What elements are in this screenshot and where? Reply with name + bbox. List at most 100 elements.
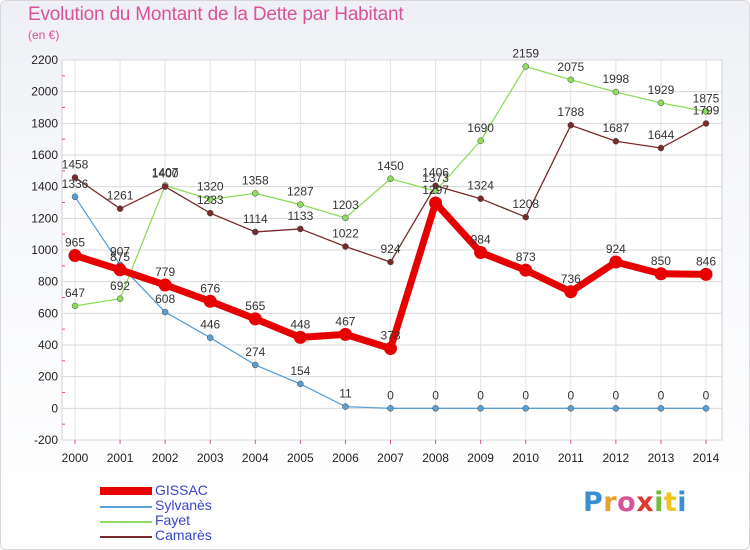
data-point xyxy=(564,285,578,299)
data-point xyxy=(387,405,394,412)
data-point xyxy=(477,137,484,144)
logo-letter: t xyxy=(663,487,678,518)
data-point xyxy=(71,302,79,310)
data-label: 984 xyxy=(471,233,491,247)
data-point xyxy=(206,209,214,217)
data-point xyxy=(297,380,304,388)
data-point xyxy=(68,249,82,263)
data-point xyxy=(342,214,349,222)
y-tick-label: 600 xyxy=(38,306,58,320)
data-point xyxy=(657,144,665,152)
data-label: 0 xyxy=(522,388,529,402)
data-point xyxy=(252,190,259,197)
data-point xyxy=(522,213,529,221)
data-label: 1998 xyxy=(603,72,630,86)
legend-label: Camarès xyxy=(155,527,212,543)
data-label: 1406 xyxy=(422,166,449,180)
data-point xyxy=(702,405,710,412)
data-label: 1407 xyxy=(152,166,179,180)
data-point xyxy=(71,174,79,181)
data-label: 0 xyxy=(658,388,665,402)
data-point xyxy=(342,243,349,250)
y-tick-label: 2200 xyxy=(31,53,58,67)
grid xyxy=(61,59,723,441)
data-label: 1336 xyxy=(62,177,89,191)
proxiti-logo: Proxiti xyxy=(583,487,687,518)
data-point xyxy=(161,308,169,316)
data-point xyxy=(429,196,443,210)
data-point xyxy=(384,341,397,355)
series xyxy=(68,63,713,412)
data-point xyxy=(612,137,620,145)
data-point xyxy=(657,99,665,107)
data-label: 467 xyxy=(335,314,355,328)
data-label: 1324 xyxy=(467,179,494,193)
legend-swatch xyxy=(100,536,152,538)
data-point xyxy=(203,294,217,308)
legend-swatch xyxy=(100,521,152,523)
data-point xyxy=(297,225,304,233)
logo-letter: P xyxy=(583,487,604,518)
axes: -200020040060080010001200140016001800200… xyxy=(31,53,719,465)
data-point xyxy=(387,258,394,266)
data-point xyxy=(338,327,352,341)
data-point xyxy=(342,403,349,410)
data-label: 1261 xyxy=(107,189,134,203)
data-point xyxy=(612,405,620,412)
data-point xyxy=(248,312,262,326)
logo-letter: i xyxy=(677,487,688,518)
data-point xyxy=(158,278,172,292)
data-label: 11 xyxy=(339,387,352,401)
data-label: 2075 xyxy=(557,60,584,74)
logo-letter: x xyxy=(636,487,655,518)
data-point xyxy=(113,263,127,277)
data-point xyxy=(293,330,307,344)
data-label: 608 xyxy=(155,292,175,306)
data-label: 565 xyxy=(245,299,265,313)
y-tick-label: 2000 xyxy=(31,85,58,99)
data-label: 446 xyxy=(200,318,220,332)
y-tick-label: 1800 xyxy=(31,116,58,130)
data-label: 1400 xyxy=(152,167,179,181)
data-labels: 647 692 1407 1320 1358 1287 1203 1450 1373 1690 21… xyxy=(62,46,720,402)
data-point xyxy=(699,267,713,281)
x-tick-label: 2003 xyxy=(197,451,224,465)
x-tick-label: 2012 xyxy=(603,451,630,465)
data-point xyxy=(252,361,259,369)
data-point xyxy=(702,120,710,127)
data-label: 1450 xyxy=(377,159,404,173)
y-tick-label: -200 xyxy=(34,433,58,447)
data-label: 647 xyxy=(65,286,85,300)
data-label: 0 xyxy=(703,388,710,402)
data-point xyxy=(387,175,394,182)
data-point xyxy=(477,405,484,412)
x-tick-label: 2007 xyxy=(377,451,404,465)
y-tick-label: 400 xyxy=(38,338,58,352)
x-tick-label: 2006 xyxy=(332,451,359,465)
legend-label: Fayet xyxy=(155,512,191,528)
data-point xyxy=(522,63,529,70)
data-label: 850 xyxy=(651,254,671,268)
y-tick-label: 1600 xyxy=(31,148,58,162)
x-tick-label: 2002 xyxy=(152,451,179,465)
data-label: 1373 xyxy=(422,171,449,185)
data-point xyxy=(161,183,169,190)
data-label: 1022 xyxy=(332,227,359,241)
data-label: 1929 xyxy=(648,83,675,97)
data-point xyxy=(522,405,529,412)
data-label: 1788 xyxy=(557,105,584,119)
data-label: 378 xyxy=(380,328,400,342)
chart-subtitle: (en €) xyxy=(28,28,60,42)
y-tick-label: 800 xyxy=(38,275,58,289)
data-point xyxy=(474,246,488,260)
data-label: 846 xyxy=(696,254,716,268)
data-label: 692 xyxy=(110,279,130,293)
data-point xyxy=(702,108,710,115)
data-label: 924 xyxy=(380,242,400,256)
x-tick-label: 2008 xyxy=(422,451,449,465)
data-point xyxy=(206,196,214,203)
y-tick-label: 0 xyxy=(51,401,58,415)
y-tick-label: 200 xyxy=(38,370,58,384)
y-tick-label: 1000 xyxy=(31,243,58,257)
